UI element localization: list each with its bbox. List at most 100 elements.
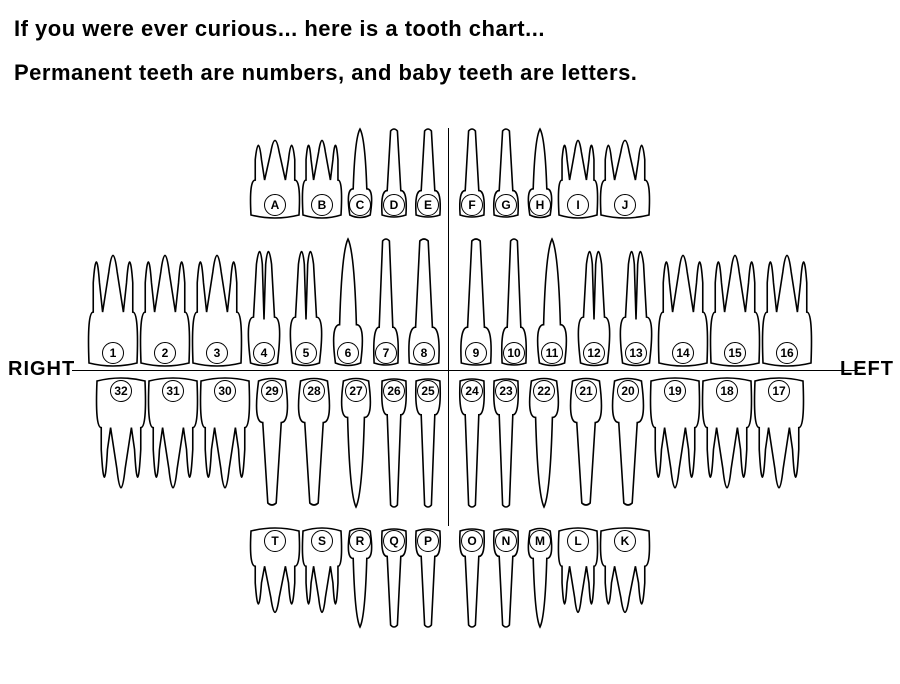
tooth-label-7: 7 [375,342,397,364]
tooth-label-8: 8 [413,342,435,364]
tooth-label-D: D [383,194,405,216]
tooth-label-1: 1 [102,342,124,364]
tooth-label-A: A [264,194,286,216]
tooth-T: T [249,528,301,628]
tooth-3: 3 [191,238,243,366]
tooth-label-16: 16 [776,342,798,364]
tooth-label-9: 9 [465,342,487,364]
tooth-label-B: B [311,194,333,216]
row-baby-lower: T S R Q P O N M L K [0,528,900,628]
tooth-label-14: 14 [672,342,694,364]
tooth-label-3: 3 [206,342,228,364]
tooth-label-4: 4 [253,342,275,364]
tooth-S: S [301,528,343,628]
tooth-label-28: 28 [303,380,325,402]
tooth-N: N [489,528,523,628]
tooth-17: 17 [753,378,805,508]
tooth-label-E: E [417,194,439,216]
heading-line-2: Permanent teeth are numbers, and baby te… [0,42,900,86]
tooth-label-2: 2 [154,342,176,364]
tooth-11: 11 [531,238,573,366]
horizontal-occlusal-line [72,370,858,371]
tooth-16: 16 [761,238,813,366]
tooth-5: 5 [285,238,327,366]
tooth-M: M [523,528,557,628]
tooth-Q: Q [377,528,411,628]
row-permanent-lower: 32 31 30 29 28 27 26 25 24 23 22 21 20 1… [0,378,900,508]
tooth-2: 2 [139,238,191,366]
tooth-I: I [557,128,599,218]
tooth-L: L [557,528,599,628]
tooth-8: 8 [403,238,445,366]
tooth-label-12: 12 [583,342,605,364]
tooth-27: 27 [335,378,377,508]
tooth-22: 22 [523,378,565,508]
tooth-9: 9 [455,238,497,366]
tooth-6: 6 [327,238,369,366]
tooth-10: 10 [497,238,531,366]
tooth-label-S: S [311,530,333,552]
tooth-label-T: T [264,530,286,552]
tooth-chart: RIGHT LEFT A B C D E F G H I J 1 2 3 4 5… [0,110,900,670]
tooth-label-P: P [417,530,439,552]
tooth-J: J [599,128,651,218]
tooth-label-O: O [461,530,483,552]
tooth-32: 32 [95,378,147,508]
tooth-label-22: 22 [533,380,555,402]
tooth-label-J: J [614,194,636,216]
tooth-label-M: M [529,530,551,552]
tooth-label-N: N [495,530,517,552]
tooth-20: 20 [607,378,649,508]
tooth-15: 15 [709,238,761,366]
tooth-O: O [455,528,489,628]
tooth-label-19: 19 [664,380,686,402]
tooth-26: 26 [377,378,411,508]
tooth-H: H [523,128,557,218]
tooth-label-10: 10 [503,342,525,364]
tooth-24: 24 [455,378,489,508]
tooth-label-18: 18 [716,380,738,402]
tooth-G: G [489,128,523,218]
row-permanent-upper: 1 2 3 4 5 6 7 8 9 10 11 12 13 14 15 16 [0,238,900,366]
tooth-label-L: L [567,530,589,552]
tooth-label-6: 6 [337,342,359,364]
tooth-29: 29 [251,378,293,508]
tooth-label-15: 15 [724,342,746,364]
tooth-K: K [599,528,651,628]
tooth-12: 12 [573,238,615,366]
tooth-label-C: C [349,194,371,216]
tooth-label-17: 17 [768,380,790,402]
tooth-B: B [301,128,343,218]
tooth-P: P [411,528,445,628]
tooth-label-F: F [461,194,483,216]
tooth-E: E [411,128,445,218]
tooth-label-21: 21 [575,380,597,402]
tooth-label-31: 31 [162,380,184,402]
tooth-31: 31 [147,378,199,508]
tooth-13: 13 [615,238,657,366]
tooth-label-K: K [614,530,636,552]
tooth-D: D [377,128,411,218]
tooth-21: 21 [565,378,607,508]
tooth-C: C [343,128,377,218]
tooth-F: F [455,128,489,218]
tooth-1: 1 [87,238,139,366]
tooth-label-G: G [495,194,517,216]
tooth-25: 25 [411,378,445,508]
tooth-label-23: 23 [495,380,517,402]
tooth-label-27: 27 [345,380,367,402]
tooth-label-5: 5 [295,342,317,364]
tooth-18: 18 [701,378,753,508]
tooth-label-24: 24 [461,380,483,402]
tooth-label-25: 25 [417,380,439,402]
tooth-28: 28 [293,378,335,508]
tooth-4: 4 [243,238,285,366]
tooth-label-30: 30 [214,380,236,402]
tooth-label-11: 11 [541,342,563,364]
tooth-label-Q: Q [383,530,405,552]
tooth-label-R: R [349,530,371,552]
tooth-30: 30 [199,378,251,508]
tooth-23: 23 [489,378,523,508]
tooth-7: 7 [369,238,403,366]
tooth-label-32: 32 [110,380,132,402]
